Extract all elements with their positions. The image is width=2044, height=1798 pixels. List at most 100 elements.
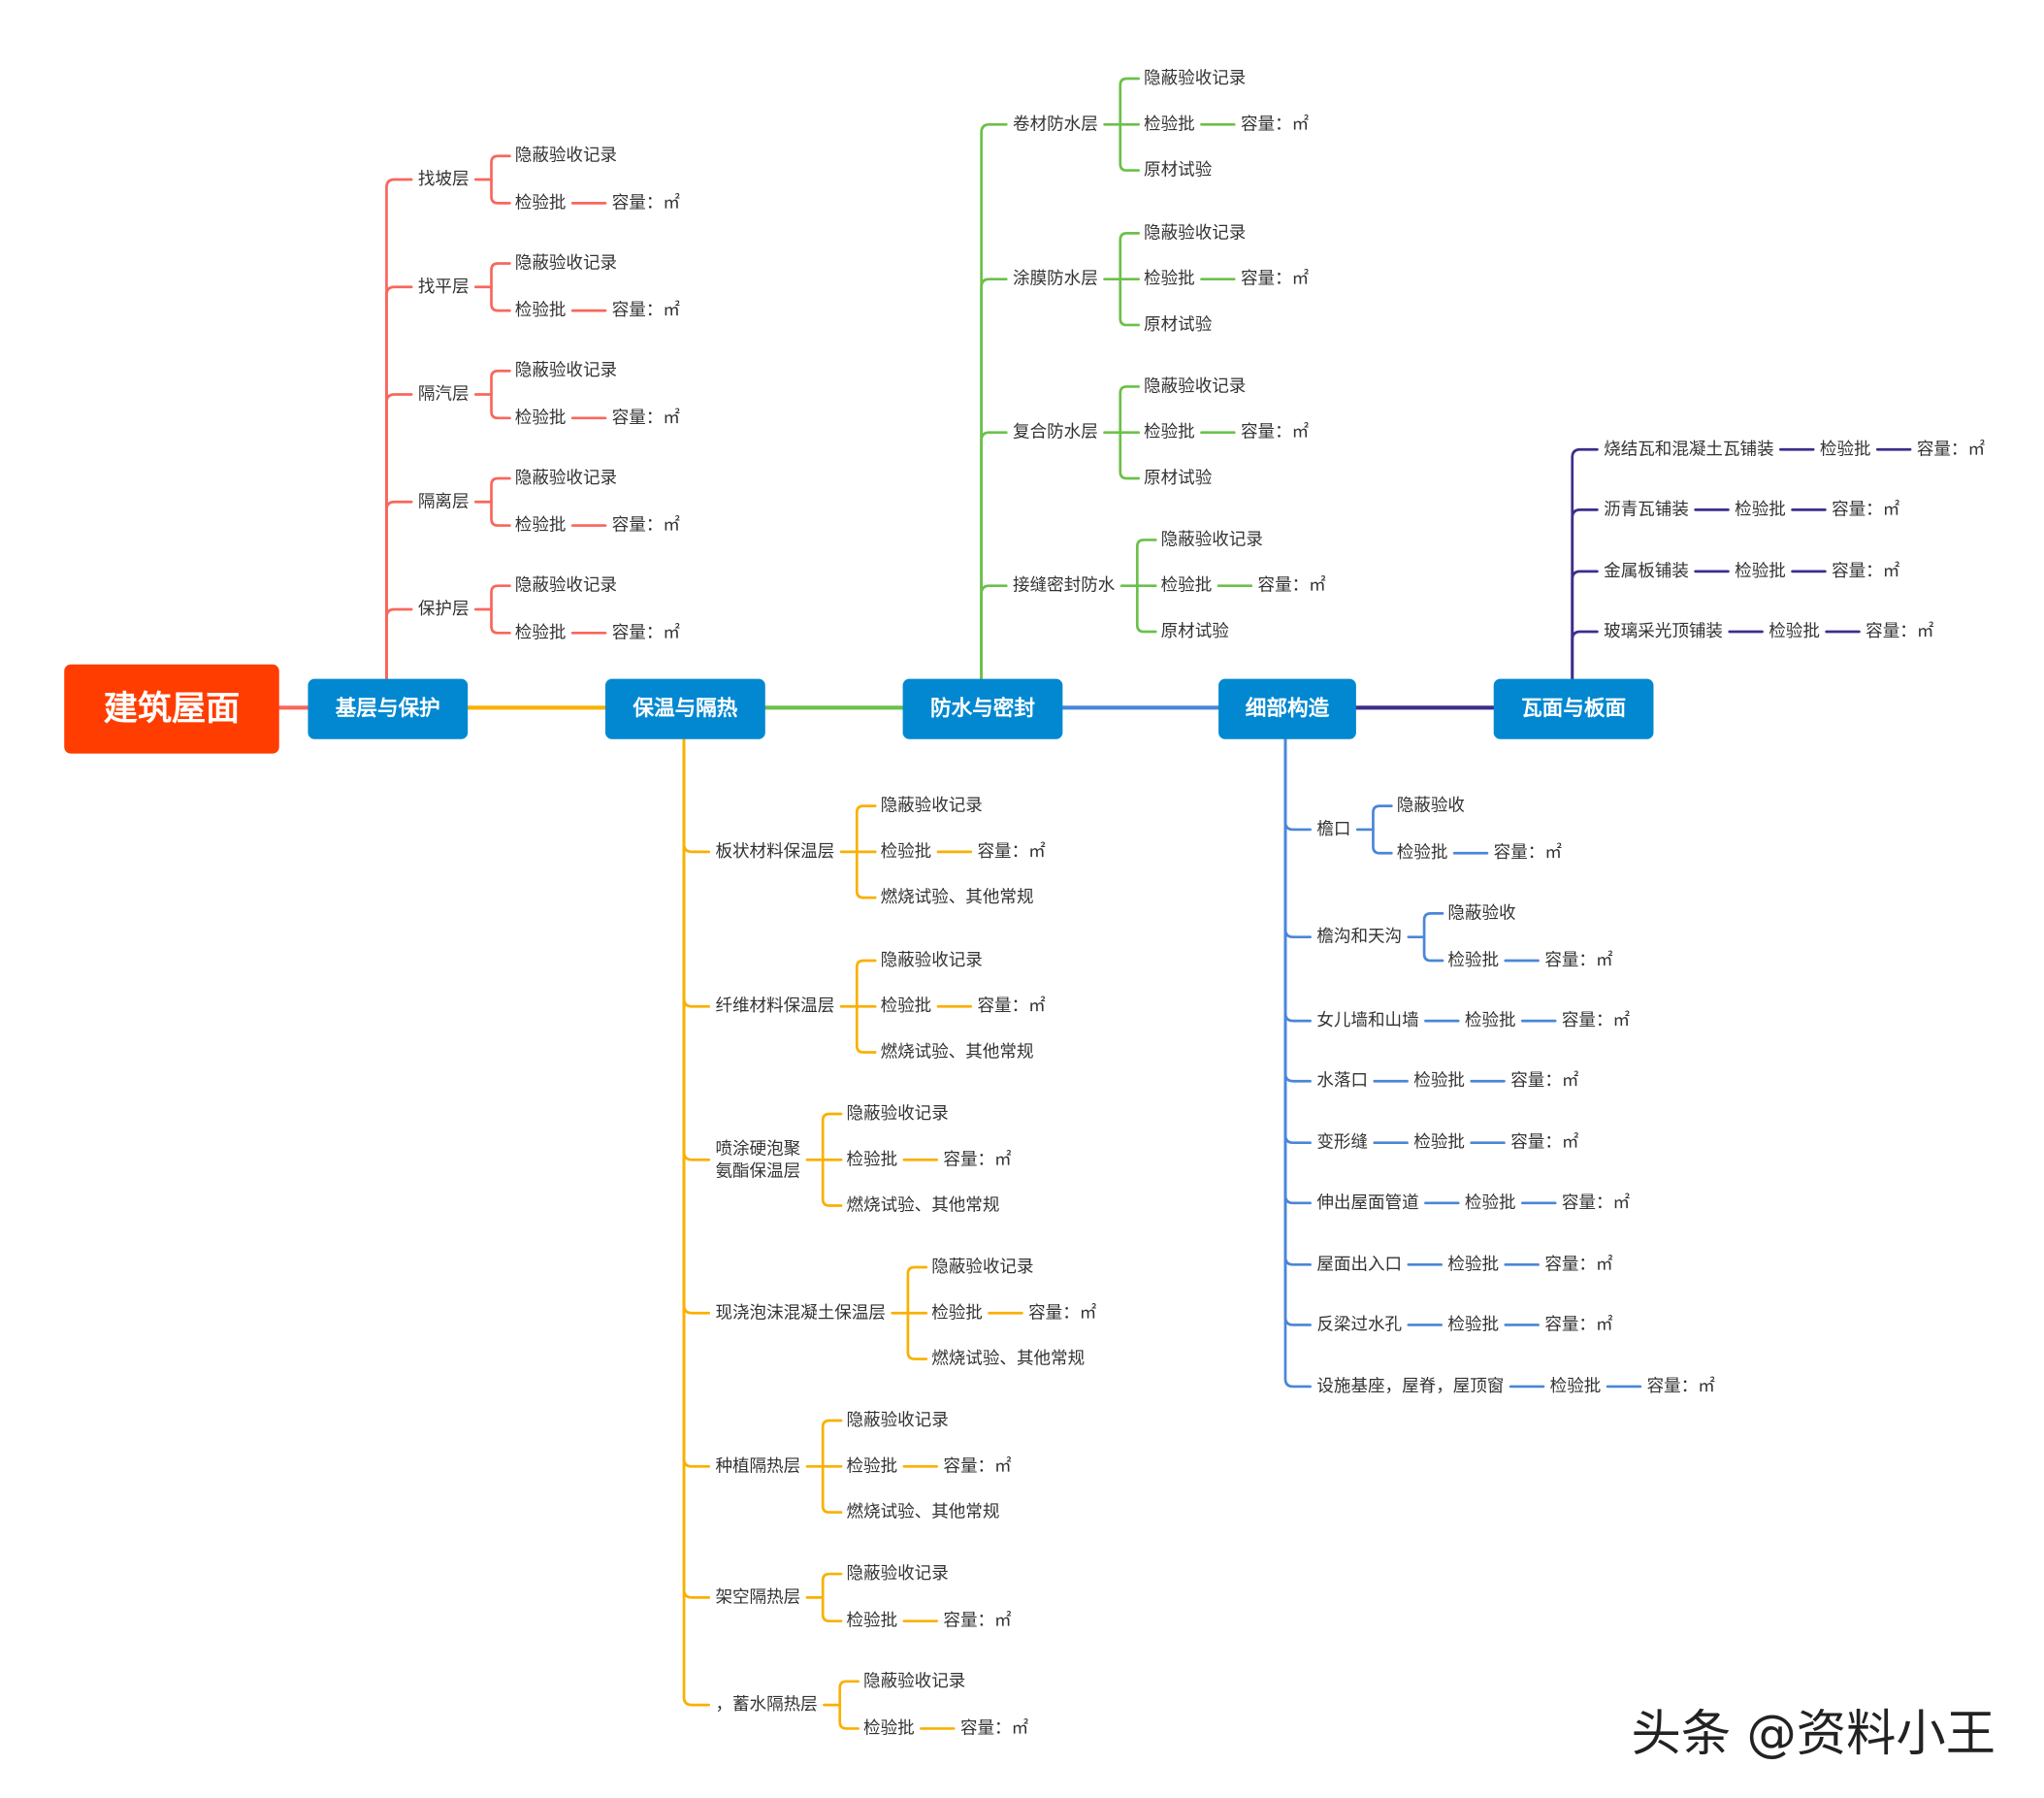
- topic-node[interactable]: 检验批: [1397, 843, 1448, 863]
- topic-node[interactable]: 检验批: [515, 193, 567, 212]
- child-label[interactable]: 找坡层: [418, 170, 470, 189]
- child-label[interactable]: 纤维材料保温层: [715, 997, 834, 1016]
- capacity-node[interactable]: 容量：㎡: [1866, 621, 1934, 641]
- topic-node[interactable]: 检验批: [1820, 440, 1871, 459]
- capacity-node[interactable]: 容量：㎡: [612, 515, 681, 536]
- topic-node[interactable]: 检验批: [846, 1456, 897, 1476]
- child-label[interactable]: 屋面出入口: [1316, 1255, 1402, 1274]
- topic-node[interactable]: 检验批: [846, 1150, 897, 1169]
- child-label[interactable]: 板状材料保温层: [715, 842, 834, 862]
- child-label[interactable]: 反梁过水孔: [1316, 1315, 1402, 1334]
- capacity-node[interactable]: 容量：㎡: [1494, 842, 1563, 863]
- child-label[interactable]: 伸出屋面管道: [1316, 1193, 1418, 1213]
- capacity-node[interactable]: 容量：㎡: [1917, 439, 1986, 459]
- branch-node[interactable]: [605, 678, 765, 739]
- capacity-node[interactable]: 容量：㎡: [960, 1717, 1029, 1738]
- capacity-node[interactable]: 容量：㎡: [1510, 1070, 1579, 1091]
- capacity-node[interactable]: 容量：㎡: [1544, 950, 1613, 970]
- topic-node[interactable]: 检验批: [846, 1612, 897, 1631]
- capacity-node[interactable]: 容量：㎡: [1562, 1010, 1631, 1030]
- capacity-node[interactable]: 容量：㎡: [943, 1455, 1012, 1476]
- child-label[interactable]: 找平层: [418, 278, 470, 297]
- capacity-node[interactable]: 容量：㎡: [978, 996, 1047, 1016]
- child-label[interactable]: 烧结瓦和混凝土瓦铺装: [1604, 440, 1773, 459]
- topic-node[interactable]: 检验批: [1447, 1315, 1499, 1334]
- capacity-node[interactable]: 容量：㎡: [1832, 561, 1900, 581]
- topic-node[interactable]: 隐蔽验收: [1397, 797, 1465, 816]
- topic-node[interactable]: 检验批: [1413, 1071, 1465, 1091]
- topic-node[interactable]: 检验批: [1465, 1193, 1516, 1213]
- topic-node[interactable]: 原材试验: [1144, 315, 1213, 335]
- child-label[interactable]: 檐沟和天沟: [1316, 928, 1402, 947]
- child-label[interactable]: 现浇泡沫混凝土保温层: [715, 1303, 885, 1323]
- capacity-node[interactable]: 容量：㎡: [943, 1149, 1012, 1169]
- capacity-node[interactable]: 容量：㎡: [1241, 422, 1310, 442]
- topic-node[interactable]: 检验批: [515, 623, 567, 642]
- topic-node[interactable]: 检验批: [1161, 576, 1213, 596]
- topic-node[interactable]: 检验批: [515, 516, 567, 536]
- topic-node[interactable]: 检验批: [1768, 622, 1820, 641]
- topic-node[interactable]: 隐蔽验收记录: [881, 951, 983, 970]
- capacity-node[interactable]: 容量：㎡: [1544, 1314, 1613, 1334]
- child-label[interactable]: 女儿墙和山墙: [1316, 1011, 1418, 1030]
- child-label[interactable]: 氨酯保温层: [715, 1161, 800, 1181]
- child-label[interactable]: 隔汽层: [418, 385, 470, 405]
- child-label[interactable]: 架空隔热层: [715, 1587, 800, 1607]
- capacity-node[interactable]: 容量：㎡: [612, 408, 681, 428]
- topic-node[interactable]: 燃烧试验、其他常规: [846, 1503, 999, 1522]
- topic-node[interactable]: 隐蔽验收记录: [515, 469, 617, 488]
- topic-node[interactable]: 隐蔽验收记录: [846, 1564, 948, 1584]
- child-label[interactable]: 卷材防水层: [1013, 114, 1098, 134]
- child-label[interactable]: 水落口: [1316, 1071, 1368, 1091]
- capacity-node[interactable]: 容量：㎡: [1647, 1376, 1716, 1396]
- topic-node[interactable]: 隐蔽验收记录: [846, 1411, 948, 1430]
- child-label[interactable]: 檐口: [1316, 820, 1350, 839]
- topic-node[interactable]: 检验批: [1465, 1011, 1516, 1030]
- topic-node[interactable]: 检验批: [1413, 1133, 1465, 1153]
- topic-node[interactable]: 检验批: [1447, 951, 1499, 970]
- child-label[interactable]: 种植隔热层: [715, 1456, 800, 1476]
- topic-node[interactable]: 燃烧试验、其他常规: [881, 888, 1034, 907]
- child-label[interactable]: 玻璃采光顶铺装: [1604, 622, 1723, 641]
- topic-node[interactable]: 检验批: [1144, 270, 1195, 289]
- topic-node[interactable]: 检验批: [881, 842, 932, 862]
- topic-node[interactable]: 隐蔽验收记录: [1144, 223, 1246, 243]
- topic-node[interactable]: 隐蔽验收记录: [863, 1672, 965, 1691]
- topic-node[interactable]: 隐蔽验收记录: [515, 253, 617, 273]
- topic-node[interactable]: 检验批: [881, 997, 932, 1016]
- capacity-node[interactable]: 容量：㎡: [1832, 499, 1900, 519]
- topic-node[interactable]: 检验批: [931, 1303, 983, 1323]
- capacity-node[interactable]: 容量：㎡: [978, 841, 1047, 862]
- topic-node[interactable]: 隐蔽验收记录: [881, 797, 983, 816]
- capacity-node[interactable]: 容量：㎡: [1241, 269, 1310, 289]
- topic-node[interactable]: 燃烧试验、其他常规: [846, 1196, 999, 1216]
- child-label[interactable]: 保护层: [418, 600, 470, 619]
- topic-node[interactable]: 隐蔽验收记录: [515, 361, 617, 380]
- child-label[interactable]: 变形缝: [1316, 1133, 1368, 1153]
- branch-node[interactable]: [308, 678, 469, 739]
- child-label[interactable]: 隔离层: [418, 492, 470, 511]
- capacity-node[interactable]: 容量：㎡: [1544, 1254, 1613, 1274]
- capacity-node[interactable]: 容量：㎡: [612, 622, 681, 642]
- topic-node[interactable]: 检验批: [1735, 562, 1786, 581]
- topic-node[interactable]: 检验批: [1550, 1377, 1602, 1396]
- topic-node[interactable]: 隐蔽验收记录: [1144, 69, 1246, 88]
- capacity-node[interactable]: 容量：㎡: [612, 300, 681, 320]
- topic-node[interactable]: 原材试验: [1161, 622, 1230, 641]
- child-label[interactable]: 接缝密封防水: [1013, 576, 1116, 596]
- child-label[interactable]: 喷涂硬泡聚: [715, 1139, 800, 1159]
- topic-node[interactable]: 隐蔽验收记录: [515, 576, 617, 596]
- topic-node[interactable]: 检验批: [515, 409, 567, 428]
- topic-node[interactable]: 隐蔽验收: [1447, 903, 1515, 923]
- topic-node[interactable]: 燃烧试验、其他常规: [931, 1350, 1085, 1369]
- capacity-node[interactable]: 容量：㎡: [1028, 1302, 1097, 1323]
- topic-node[interactable]: 隐蔽验收记录: [515, 147, 617, 166]
- child-label[interactable]: 涂膜防水层: [1013, 270, 1098, 289]
- topic-node[interactable]: 隐蔽验收记录: [1161, 530, 1263, 549]
- branch-node[interactable]: [1218, 678, 1356, 739]
- child-label[interactable]: ，蓄水隔热层: [715, 1695, 817, 1715]
- topic-node[interactable]: 原材试验: [1144, 161, 1213, 180]
- capacity-node[interactable]: 容量：㎡: [1510, 1132, 1579, 1153]
- child-label[interactable]: 设施基座，屋脊，屋顶窗: [1316, 1377, 1504, 1396]
- topic-node[interactable]: 检验批: [1144, 423, 1195, 442]
